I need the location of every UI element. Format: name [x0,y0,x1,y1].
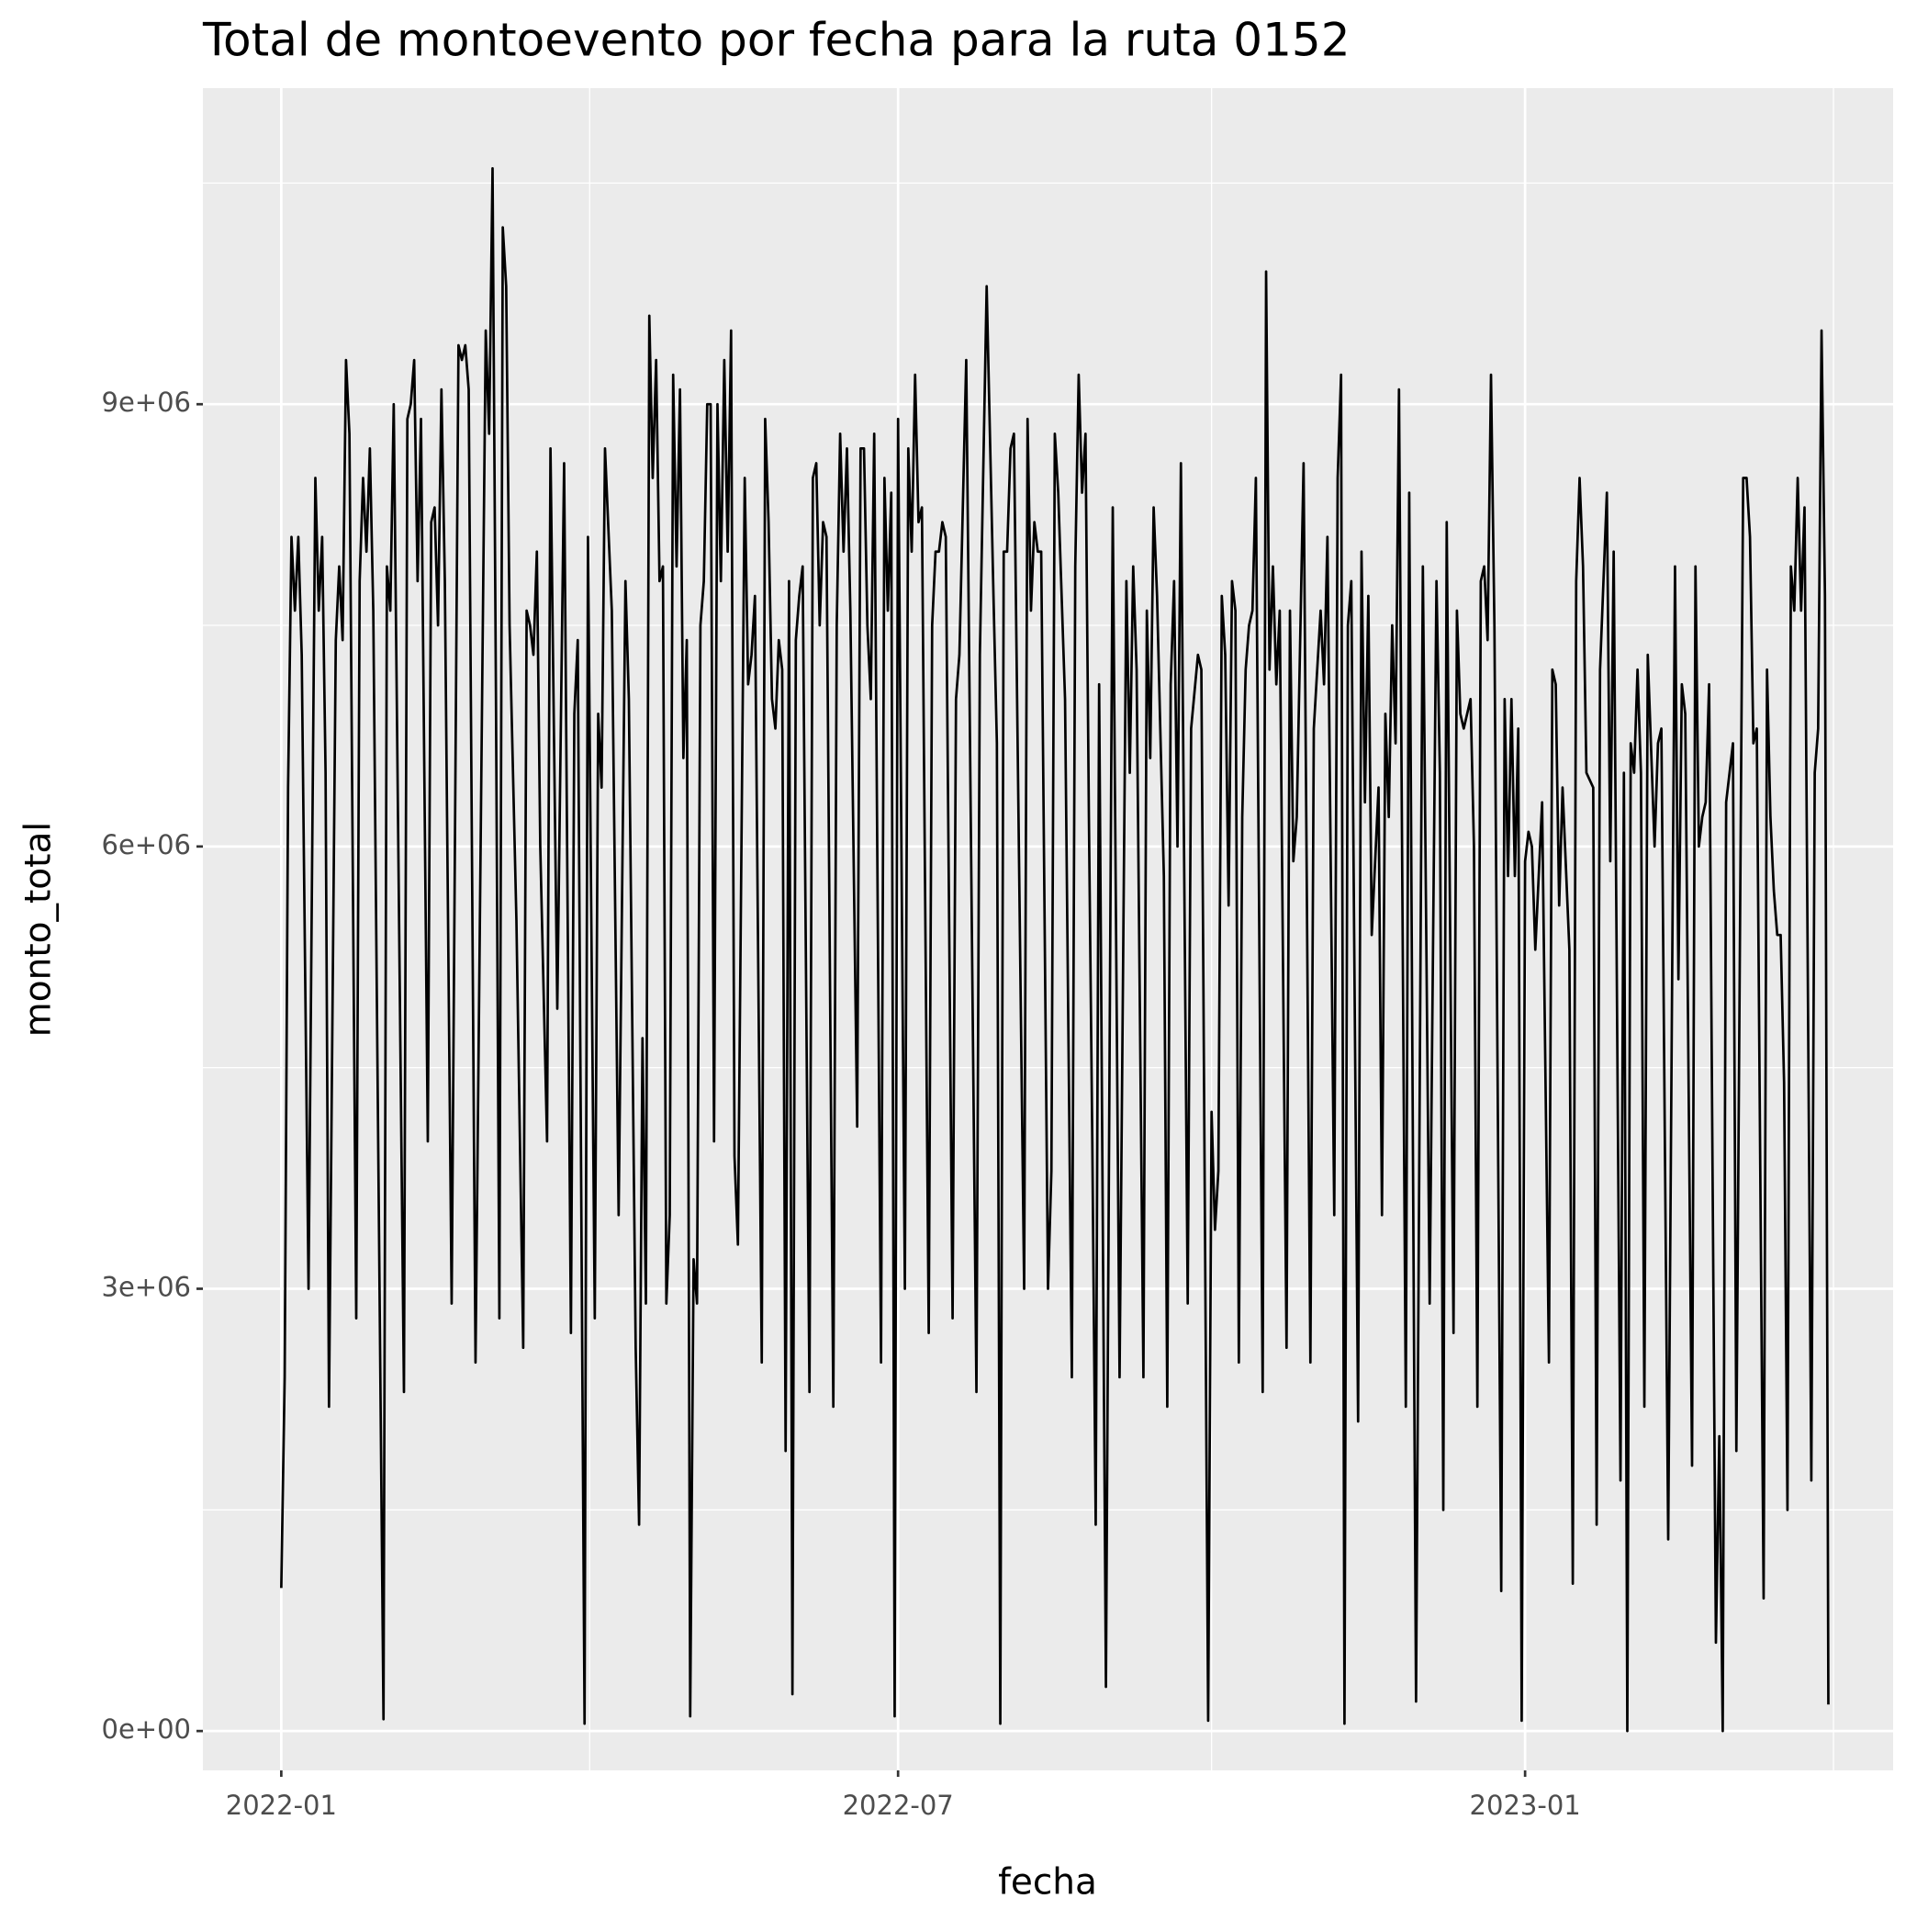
chart-title: Total de montoevento por fecha para la r… [202,14,1351,67]
data-line [280,166,1830,1733]
x-tick-label: 2023-01 [1470,1790,1581,1821]
x-tick-label: 2022-01 [226,1790,337,1821]
y-tick-label: 9e+06 [102,387,192,418]
y-tick-label: 6e+06 [102,829,192,860]
x-tick-label: 2022-07 [843,1790,954,1821]
plot-background [203,88,1893,1770]
y-tick-label: 0e+00 [102,1713,192,1745]
y-axis-title: monto_total [18,822,60,1037]
x-axis-title: fecha [998,1862,1097,1904]
y-tick-label: 3e+06 [102,1271,192,1302]
